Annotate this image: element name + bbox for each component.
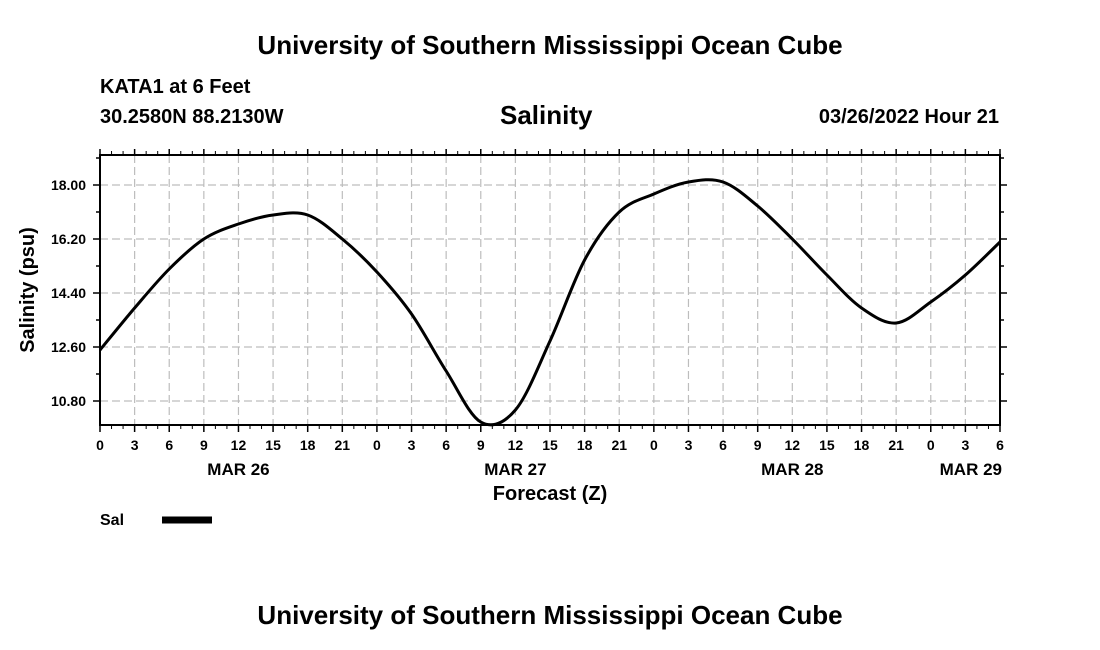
y-tick-label: 14.40	[51, 285, 86, 301]
x-tick-label: 9	[754, 437, 762, 453]
x-tick-label: 15	[265, 437, 281, 453]
page-title: University of Southern Mississippi Ocean…	[257, 30, 843, 60]
x-tick-label: 3	[685, 437, 693, 453]
x-tick-label: 15	[542, 437, 558, 453]
x-tick-label: 15	[819, 437, 835, 453]
x-tick-label: 3	[408, 437, 416, 453]
x-tick-label: 0	[927, 437, 935, 453]
date-label: MAR 27	[484, 460, 546, 479]
y-tick-label: 18.00	[51, 177, 86, 193]
date-label: MAR 29	[940, 460, 1002, 479]
x-tick-label: 6	[442, 437, 450, 453]
station-label: KATA1 at 6 Feet	[100, 76, 251, 98]
x-tick-label: 18	[854, 437, 870, 453]
x-tick-label: 3	[131, 437, 139, 453]
x-tick-label: 18	[577, 437, 593, 453]
y-tick-label: 10.80	[51, 393, 86, 409]
station-coordinates: 30.2580N 88.2130W	[100, 106, 284, 128]
date-label: MAR 28	[761, 460, 823, 479]
footer-title: University of Southern Mississippi Ocean…	[257, 600, 843, 630]
forecast-datetime: 03/26/2022 Hour 21	[818, 106, 999, 128]
x-tick-label: 9	[477, 437, 485, 453]
y-tick-label: 16.20	[51, 231, 86, 247]
x-tick-label: 12	[231, 437, 247, 453]
x-tick-label: 6	[719, 437, 727, 453]
x-tick-label: 21	[335, 437, 351, 453]
x-tick-label: 12	[508, 437, 524, 453]
chart-title: Salinity	[500, 100, 593, 130]
x-tick-label: 6	[996, 437, 1004, 453]
date-label: MAR 26	[207, 460, 269, 479]
x-tick-label: 9	[200, 437, 208, 453]
x-tick-label: 3	[961, 437, 969, 453]
x-tick-label: 0	[650, 437, 658, 453]
x-tick-label: 0	[96, 437, 104, 453]
y-tick-label: 12.60	[51, 339, 86, 355]
x-tick-label: 6	[165, 437, 173, 453]
x-tick-label: 0	[373, 437, 381, 453]
x-tick-label: 18	[300, 437, 316, 453]
x-axis-title: Forecast (Z)	[493, 483, 607, 505]
legend-label: Sal	[100, 512, 124, 529]
x-tick-label: 21	[888, 437, 904, 453]
y-axis-title: Salinity (psu)	[17, 227, 39, 353]
x-tick-label: 21	[611, 437, 627, 453]
x-tick-label: 12	[785, 437, 801, 453]
